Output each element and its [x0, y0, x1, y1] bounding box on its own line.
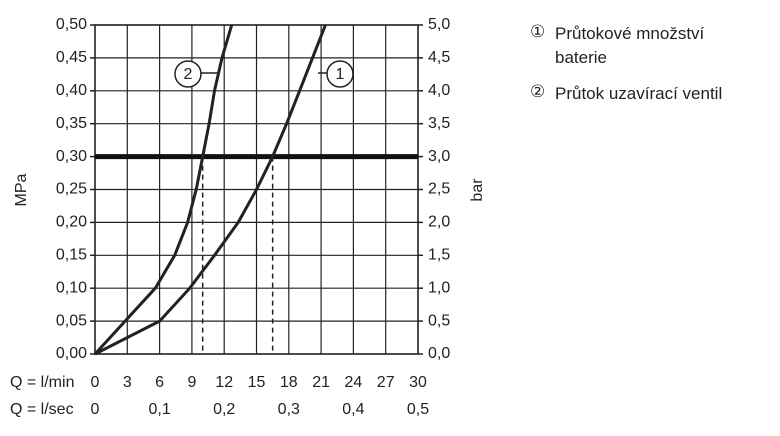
- x-tick-label: 0: [91, 374, 100, 391]
- callout-circle: [326, 60, 354, 88]
- y-tick-label: 0,00: [56, 345, 87, 362]
- callout-circle: [174, 60, 202, 88]
- y-tick-label: 0,05: [56, 312, 87, 329]
- y2-axis-label: bar: [469, 178, 486, 202]
- y2-tick-label: 3,5: [428, 115, 450, 132]
- series-line: [94, 24, 327, 356]
- callout-label: 2: [184, 66, 193, 83]
- x-tick-label: 27: [377, 374, 395, 391]
- legend-text: Průtok uzavírací ventil: [555, 84, 723, 103]
- legend-number: ②: [530, 82, 546, 101]
- x2-tick-label: 0,4: [342, 401, 364, 418]
- x-tick-label: 6: [155, 374, 164, 391]
- legend-text: Průtokové množství baterie: [555, 24, 705, 67]
- x-axis-label: Q = l/min: [10, 374, 74, 391]
- x-tick-label: 18: [280, 374, 298, 391]
- y-axis-label: MPa: [13, 173, 30, 206]
- x-tick-label: 12: [215, 374, 233, 391]
- x2-tick-label: 0,5: [407, 401, 429, 418]
- legend-entry: ① Průtokové množství baterie: [530, 22, 760, 70]
- callout-label: 1: [336, 66, 345, 83]
- legend-number: ①: [530, 22, 546, 41]
- y2-tick-label: 0,5: [428, 312, 450, 329]
- x2-axis-label: Q = l/sec: [10, 401, 74, 418]
- y2-tick-label: 1,0: [428, 279, 450, 296]
- x-tick-label: 9: [187, 374, 196, 391]
- x-tick-label: 3: [123, 374, 132, 391]
- y2-tick-label: 3,0: [428, 148, 450, 165]
- x2-tick-label: 0,2: [213, 401, 235, 418]
- legend-entry: ② Průtok uzavírací ventil: [530, 82, 760, 106]
- y-tick-label: 0,25: [56, 181, 87, 198]
- y-tick-label: 0,10: [56, 279, 87, 296]
- y2-tick-label: 5,0: [428, 16, 450, 33]
- y2-tick-label: 0,0: [428, 345, 450, 362]
- y-tick-label: 0,20: [56, 214, 87, 231]
- x2-tick-label: 0,1: [148, 401, 170, 418]
- y-tick-label: 0,40: [56, 82, 87, 99]
- y2-tick-label: 1,5: [428, 247, 450, 264]
- series-line: [93, 24, 234, 356]
- x-tick-label: 30: [409, 374, 427, 391]
- y-tick-label: 0,15: [56, 247, 87, 264]
- y2-tick-label: 2,0: [428, 214, 450, 231]
- y-tick-label: 0,45: [56, 49, 87, 66]
- y-tick-label: 0,30: [56, 148, 87, 165]
- x-tick-label: 24: [345, 374, 363, 391]
- y2-tick-label: 4,5: [428, 49, 450, 66]
- y2-tick-label: 2,5: [428, 181, 450, 198]
- y2-tick-label: 4,0: [428, 82, 450, 99]
- y-tick-label: 0,50: [56, 16, 87, 33]
- x-tick-label: 21: [312, 374, 330, 391]
- plot-frame: [94, 24, 419, 355]
- x-tick-label: 15: [248, 374, 266, 391]
- x2-tick-label: 0: [91, 401, 100, 418]
- x2-tick-label: 0,3: [278, 401, 300, 418]
- y-tick-label: 0,35: [56, 115, 87, 132]
